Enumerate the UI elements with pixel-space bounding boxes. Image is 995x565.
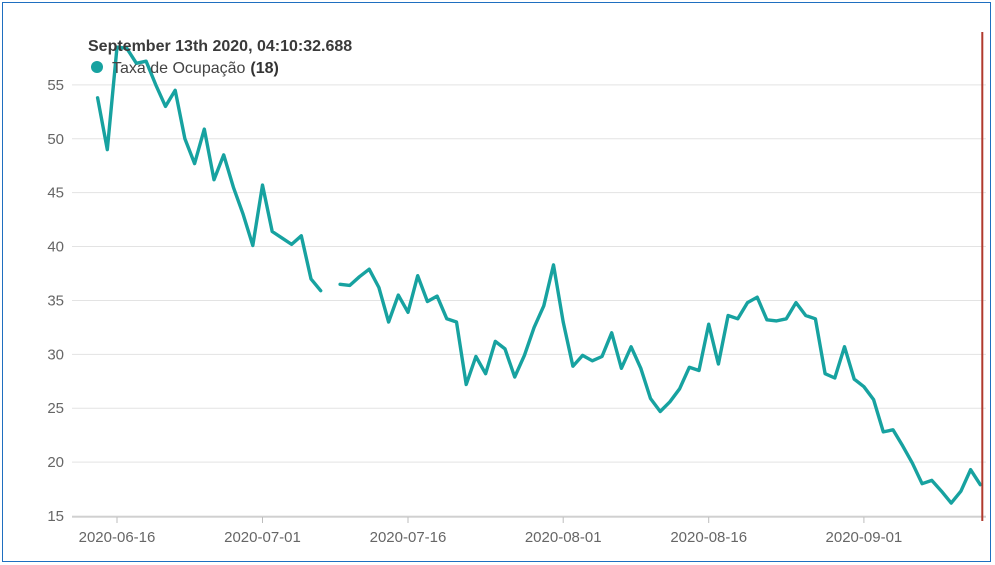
- y-tick-label: 50: [47, 131, 64, 148]
- series-line: [95, 45, 982, 505]
- y-tick-label: 30: [47, 346, 64, 363]
- x-tick-label: 2020-06-16: [79, 529, 156, 546]
- x-tick-label: 2020-07-01: [224, 529, 301, 546]
- x-tick-label: 2020-08-16: [670, 529, 747, 546]
- y-tick-label: 20: [47, 454, 64, 471]
- y-tick-label: 55: [47, 77, 64, 94]
- tooltip-title: September 13th 2020, 04:10:32.688: [88, 38, 352, 55]
- y-tick-label: 45: [47, 185, 64, 202]
- tooltip-count: (18): [250, 60, 278, 77]
- gridlines: [72, 84, 986, 517]
- x-tick-label: 2020-08-01: [525, 529, 602, 546]
- tooltip-series-name: Taxa de Ocupação: [112, 60, 246, 77]
- y-axis: 15 20 25 30 35 40 45 50 55: [47, 77, 64, 525]
- y-tick-label: 15: [47, 508, 64, 525]
- series-group: [95, 45, 982, 505]
- x-tick-label: 2020-09-01: [826, 529, 903, 546]
- x-tick-label: 2020-07-16: [370, 529, 447, 546]
- y-tick-label: 35: [47, 292, 64, 309]
- y-tick-label: 25: [47, 400, 64, 417]
- tooltip: September 13th 2020, 04:10:32.688 Taxa d…: [88, 38, 352, 77]
- tooltip-series-row: Taxa de Ocupação (18): [112, 60, 279, 77]
- y-tick-label: 40: [47, 239, 64, 256]
- series-marker-icon: [91, 61, 103, 73]
- x-axis: 2020-06-16 2020-07-01 2020-07-16 2020-08-01…: [72, 516, 986, 546]
